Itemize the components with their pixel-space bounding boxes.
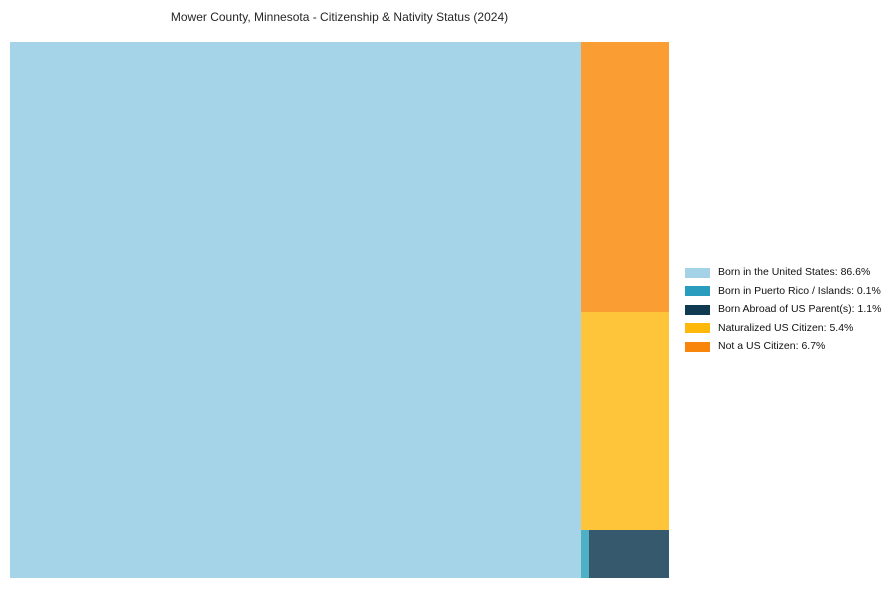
treemap-tile-not-a-us-citizen bbox=[581, 42, 669, 312]
legend-label: Born in the United States: 86.6% bbox=[718, 266, 871, 278]
legend-label: Born Abroad of US Parent(s): 1.1% bbox=[718, 303, 882, 315]
treemap-tile-born-in-puerto-rico-islands bbox=[581, 529, 589, 578]
legend-label: Naturalized US Citizen: 5.4% bbox=[718, 321, 854, 334]
treemap-tile-naturalized-us-citizen bbox=[581, 312, 669, 530]
treemap-tile-born-in-united-states bbox=[10, 42, 582, 578]
legend-item-born-abroad-of-us-parents: Born Abroad of US Parent(s): 1.1% bbox=[685, 303, 881, 316]
treemap-tile-born-abroad-of-us-parents bbox=[588, 529, 669, 578]
legend-item-not-a-us-citizen: Not a US Citizen: 6.7% bbox=[685, 340, 881, 353]
legend-label: Born in Puerto Rico / Islands: 0.1% bbox=[718, 284, 881, 297]
legend-swatch-icon bbox=[685, 267, 710, 278]
legend: Born in the United States: 86.6% Born in… bbox=[685, 266, 881, 359]
legend-item-born-in-united-states: Born in the United States: 86.6% bbox=[685, 266, 881, 279]
legend-swatch-icon bbox=[685, 341, 710, 352]
legend-label: Not a US Citizen: 6.7% bbox=[718, 340, 826, 352]
treemap-plot-area bbox=[10, 42, 669, 578]
legend-swatch-icon bbox=[685, 304, 710, 315]
legend-item-naturalized-us-citizen: Naturalized US Citizen: 5.4% bbox=[685, 322, 881, 335]
legend-item-born-in-puerto-rico-islands: Born in Puerto Rico / Islands: 0.1% bbox=[685, 285, 881, 298]
legend-swatch-icon bbox=[685, 323, 710, 333]
chart-title: Mower County, Minnesota - Citizenship & … bbox=[170, 10, 509, 24]
legend-swatch-icon bbox=[685, 286, 710, 296]
